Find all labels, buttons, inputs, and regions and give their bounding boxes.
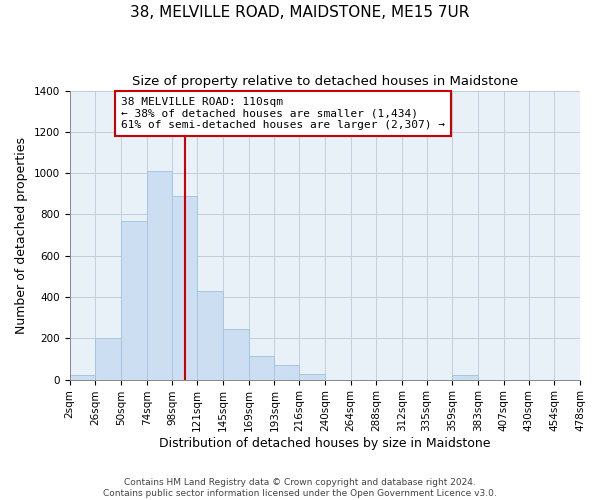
Bar: [70, 376, 95, 380]
Text: 38, MELVILLE ROAD, MAIDSTONE, ME15 7UR: 38, MELVILLE ROAD, MAIDSTONE, ME15 7UR: [130, 5, 470, 20]
Bar: [274, 365, 299, 380]
Title: Size of property relative to detached houses in Maidstone: Size of property relative to detached ho…: [131, 75, 518, 88]
Bar: [172, 196, 197, 380]
Bar: [248, 356, 274, 380]
Text: 38 MELVILLE ROAD: 110sqm
← 38% of detached houses are smaller (1,434)
61% of sem: 38 MELVILLE ROAD: 110sqm ← 38% of detach…: [121, 96, 445, 130]
Bar: [452, 376, 478, 380]
Text: Contains HM Land Registry data © Crown copyright and database right 2024.
Contai: Contains HM Land Registry data © Crown c…: [103, 478, 497, 498]
Bar: [121, 220, 147, 380]
Bar: [95, 338, 121, 380]
Y-axis label: Number of detached properties: Number of detached properties: [15, 136, 28, 334]
Bar: [223, 329, 248, 380]
X-axis label: Distribution of detached houses by size in Maidstone: Distribution of detached houses by size …: [159, 437, 491, 450]
Bar: [299, 374, 325, 380]
Bar: [147, 171, 172, 380]
Bar: [197, 291, 223, 380]
